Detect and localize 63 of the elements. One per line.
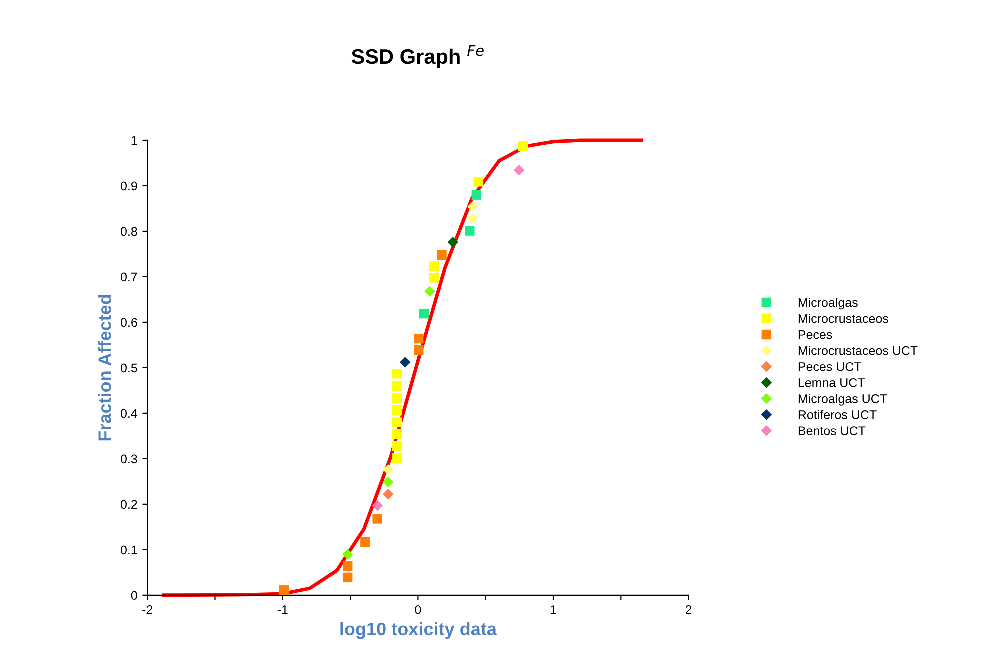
x-tick-label: 2 [686,605,692,614]
y-tick-label: 0.2 [120,500,138,510]
y-tick-label: 0.5 [120,364,138,373]
y-tick-label: 0.8 [120,227,138,236]
y-tick-label: 0.1 [120,546,138,555]
y-tick-label: 0 [131,591,138,600]
point [372,514,382,524]
point [437,250,447,260]
point [342,572,353,583]
x-tick-label: 1 [550,606,556,614]
point [518,142,528,152]
chart-title: SSD Graph $^{Fe}$ [352,45,484,68]
point [392,418,402,428]
legend-label: Microcrustaceos [798,314,888,324]
y-tick-label: 1 [132,136,138,146]
point [424,286,436,297]
point [472,190,482,200]
legend-label: Microcrustaceos UCT [798,346,918,356]
y-tick-label: 0.6 [120,318,138,328]
y-axis-title: Fraction Affected [98,295,112,441]
point [392,369,402,379]
x-axis-title: log10 toxicity data [340,622,498,640]
point [400,357,411,368]
point [419,308,430,319]
legend-label: Peces [798,330,832,340]
legend-label: Lemna UCT [798,378,866,388]
point [383,489,394,500]
x-tick-label: -2 [142,605,153,614]
point [392,454,402,464]
point [392,381,402,392]
y-tick-label: 0.7 [120,272,138,282]
point [429,273,440,283]
point [414,334,424,344]
legend-label: Bentos UCT [798,426,866,436]
point [360,537,370,548]
point [372,500,384,512]
point [465,226,475,236]
point [392,430,402,440]
point [279,586,290,596]
point [383,464,394,476]
legend-label: Microalgas UCT [798,394,888,406]
y-tick-label: 0.4 [120,409,138,418]
point [383,476,394,488]
x-tick-label: -1 [278,606,288,614]
line-series [162,138,644,598]
point [429,262,440,272]
point [414,345,424,356]
legend-label: Microalgas [798,298,858,310]
point [514,165,525,176]
point [448,236,459,248]
point [342,549,354,560]
point [392,405,402,416]
point [342,561,353,572]
point [392,441,402,452]
y-tick-label: 0.9 [120,182,138,191]
point [392,394,402,404]
point [468,202,478,212]
point [474,177,484,187]
legend-label: Peces UCT [798,362,862,372]
y-tick-label: 0.3 [120,454,138,464]
point [468,212,478,224]
legend-label: Rotiferos UCT [798,410,877,420]
x-tick-label: 0 [415,605,422,614]
